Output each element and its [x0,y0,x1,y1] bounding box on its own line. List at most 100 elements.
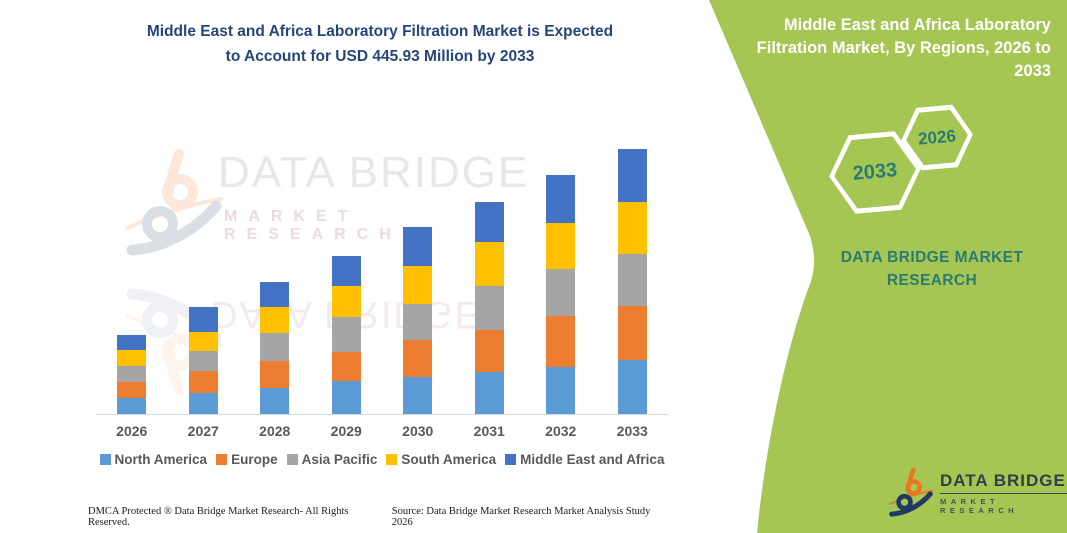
hexagon-badge-2033: 2033 [826,129,925,216]
x-tick-label-2031: 2031 [473,423,505,439]
x-tick-label-2026: 2026 [116,423,148,439]
legend-item-europe: Europe [216,452,278,467]
segment-middle-east-and-africa [546,175,576,224]
segment-south-america [403,265,433,305]
dbmr-logo-subtitle: MARKET RESEARCH [939,497,1019,515]
segment-asia-pacific [188,350,218,371]
hexagon-label-2033: 2033 [831,135,919,211]
dbmr-logo-name: DATA BRIDGE [939,471,1067,494]
legend-item-north-america: North America [99,452,208,467]
segment-north-america [331,380,361,414]
plot-area [96,148,669,415]
stacked-bar-2026 [117,334,147,414]
x-tick-label-2033: 2033 [616,423,648,439]
stacked-bar-2027 [188,306,218,414]
bar-column-2033 [597,148,669,414]
footer-dmca-text: DMCA Protected ® Data Bridge Market Rese… [88,506,349,528]
segment-middle-east-and-africa [117,334,147,351]
stacked-bar-chart: 2026 2027 2028 2029 2030 2031 2032 2033 North A… [96,148,669,467]
segment-north-america [474,371,504,414]
segment-europe [117,381,147,398]
side-panel-title-line1: Middle East and Africa Laboratory [783,16,1051,34]
page-title-line1: Middle East and Africa Laboratory Filtra… [146,23,614,40]
stacked-bar-2029 [331,255,361,414]
bar-column-2030 [382,150,454,414]
side-panel-title-line2: Filtration Market, By Regions, 2026 to [756,39,1051,57]
segment-europe [188,370,218,393]
footer-source-text: Source: Data Bridge Market Research Mark… [391,506,651,528]
segment-south-america [260,306,290,333]
segment-middle-east-and-africa [474,202,504,243]
page-title: Middle East and Africa Laboratory Filtra… [70,19,690,69]
bars [96,148,669,414]
dbmr-logo-icon [888,465,934,521]
segment-europe [260,360,290,388]
bar-column-2032 [525,150,597,414]
x-tick-label-2028: 2028 [259,423,291,439]
legend-label: Middle East and Africa [520,452,665,467]
x-axis-labels: 2026 2027 2028 2029 2030 2031 2032 2033 [96,423,668,439]
bar-column-2026 [96,150,168,414]
legend-swatch-icon [99,454,111,465]
stacked-bar-2032 [546,175,576,414]
stacked-bar-2030 [403,227,433,414]
bar-column-2031 [454,150,526,414]
dbmr-logo-lockup: DATA BRIDGE MARKET RESEARCH [888,465,1067,521]
x-tick-label-2029: 2029 [330,423,362,439]
segment-middle-east-and-africa [617,148,647,202]
segment-asia-pacific [546,269,576,316]
segment-asia-pacific [617,254,647,307]
segment-north-america [617,359,647,414]
legend-label: South America [401,452,497,467]
legend-item-south-america: South America [386,452,496,467]
segment-north-america [260,387,290,414]
segment-north-america [117,397,147,414]
legend-swatch-icon [386,454,398,465]
segment-europe [474,329,504,372]
brand-words: DATA BRIDGE MARKET RESEARCH [840,249,1024,289]
chart-legend: North America Europe Asia Pacific South Ame… [96,452,668,467]
segment-south-america [188,331,218,351]
legend-item-asia-pacific: Asia Pacific [286,452,377,467]
segment-europe [617,306,647,360]
side-panel-title: Middle East and Africa Laboratory Filtra… [721,14,1051,83]
legend-label: Europe [231,452,278,467]
segment-middle-east-and-africa [331,255,361,287]
segment-south-america [474,242,504,287]
bar-column-2028 [239,150,311,414]
segment-north-america [188,392,218,414]
hexagon-border: 2033 [826,129,925,216]
segment-north-america [546,366,576,414]
x-tick-label-2030: 2030 [402,423,434,439]
bar-column-2027 [168,150,240,414]
segment-asia-pacific [474,286,504,330]
dbmr-logo-text: DATA BRIDGE MARKET RESEARCH [939,471,1067,515]
segment-asia-pacific [403,304,433,340]
stacked-bar-2028 [260,281,290,414]
x-tick-label-2032: 2032 [545,423,577,439]
legend-swatch-icon [286,454,298,465]
legend-label: North America [114,452,208,467]
bar-column-2029 [311,150,383,414]
segment-south-america [546,223,576,270]
segment-south-america [117,350,147,367]
segment-middle-east-and-africa [403,227,433,266]
footer: DMCA Protected ® Data Bridge Market Rese… [88,506,673,528]
segment-asia-pacific [331,317,361,352]
stacked-bar-2031 [474,202,504,414]
legend-item-middle-east-and-africa: Middle East and Africa [505,452,664,467]
legend-swatch-icon [505,454,517,465]
segment-middle-east-and-africa [188,306,218,332]
segment-north-america [403,376,433,414]
x-tick-label-2027: 2027 [187,423,219,439]
segment-europe [546,315,576,367]
segment-south-america [617,201,647,255]
segment-europe [331,351,361,381]
page-title-line2: to Account for USD 445.93 Million by 203… [225,48,535,65]
segment-middle-east-and-africa [260,281,290,307]
segment-europe [403,339,433,377]
segment-south-america [331,286,361,318]
legend-swatch-icon [216,454,228,465]
